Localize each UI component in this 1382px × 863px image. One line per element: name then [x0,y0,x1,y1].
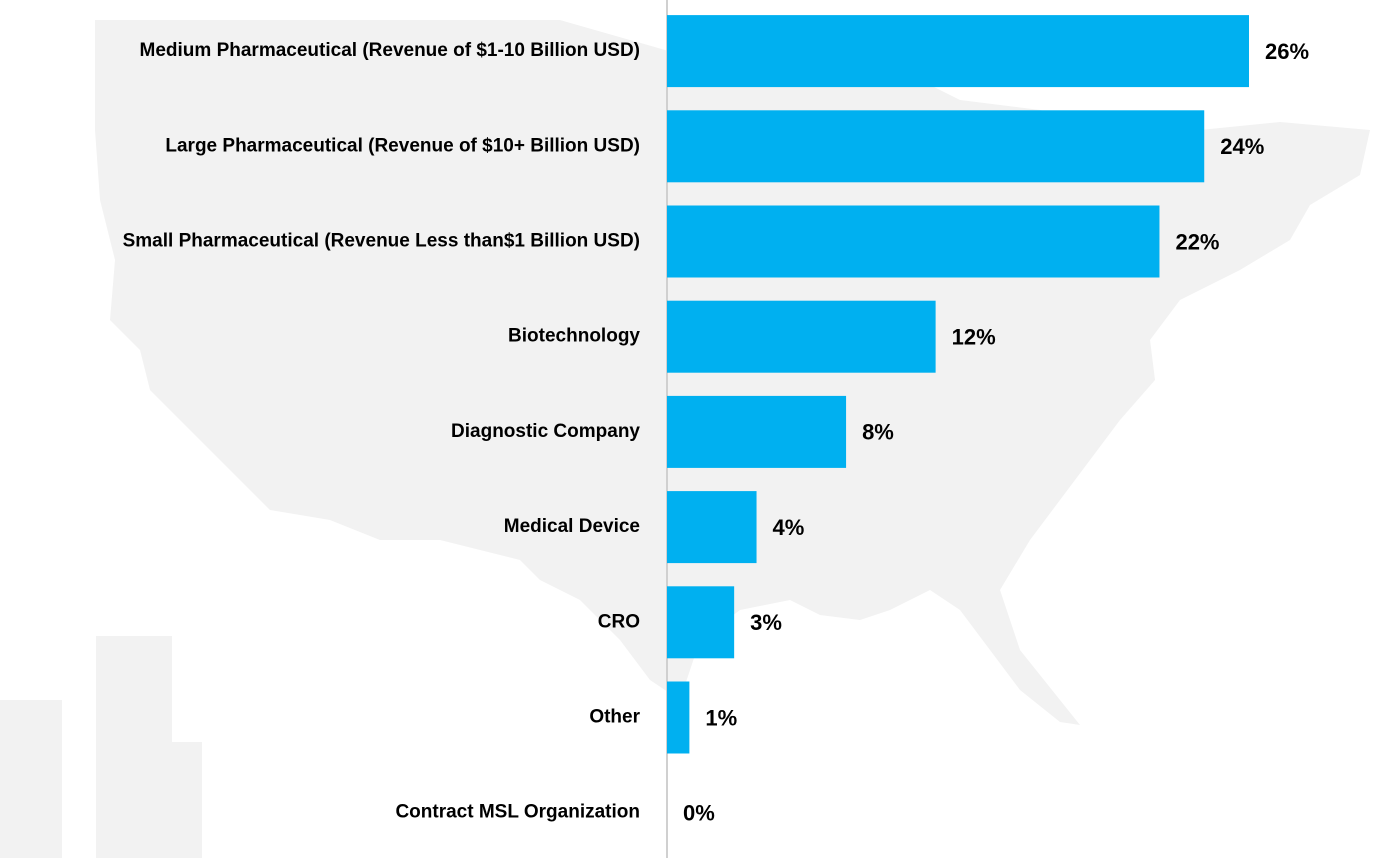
category-label: Small Pharmaceutical (Revenue Less than$… [123,231,640,252]
bar [667,491,757,564]
category-label: Medium Pharmaceutical (Revenue of $1-10 … [140,40,640,61]
category-label: Biotechnology [508,326,640,347]
category-label: Medical Device [504,516,640,537]
value-label: 24% [1220,134,1264,159]
bar [667,15,1249,88]
bar [667,110,1205,183]
bar [667,681,690,754]
bar [667,586,735,659]
category-label: Diagnostic Company [451,421,640,442]
category-label: Contract MSL Organization [395,802,640,823]
bar [667,205,1160,278]
bg-block [96,636,172,858]
value-label: 0% [683,801,715,826]
bg-block [0,700,62,858]
value-label: 22% [1175,229,1219,254]
value-label: 26% [1265,39,1309,64]
category-label: Large Pharmaceutical (Revenue of $10+ Bi… [165,135,640,156]
value-label: 1% [705,705,737,730]
value-label: 3% [750,610,782,635]
category-label: Other [589,707,640,728]
category-label: CRO [598,611,640,632]
value-label: 8% [862,420,894,445]
bg-block [172,742,202,858]
value-label: 12% [952,325,996,350]
bar [667,300,936,373]
value-label: 4% [773,515,805,540]
bar [667,395,847,468]
